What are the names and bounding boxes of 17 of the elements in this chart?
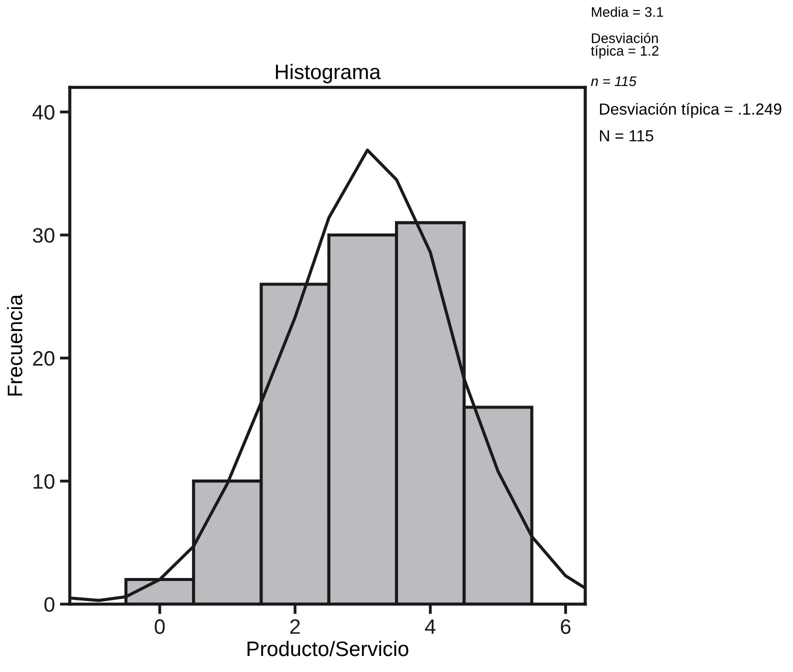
y-tick-label: 0 xyxy=(44,597,54,612)
x-tick-label: 4 xyxy=(425,619,436,634)
x-tick-label: 0 xyxy=(154,619,165,634)
text: n = 115 xyxy=(591,76,637,86)
y-tick-label: 10 xyxy=(34,474,54,489)
y-tick-label: 20 xyxy=(33,351,54,366)
y-tick-label: 40 xyxy=(32,104,54,120)
text: Media = 3.1 xyxy=(592,6,664,17)
x-tick-label: 6 xyxy=(560,619,570,634)
text: Desviación típica = .1.249 xyxy=(600,102,782,118)
text: N = 115 xyxy=(600,130,654,142)
chart-title: Histograma xyxy=(276,64,381,84)
x-tick-label: 2 xyxy=(290,619,300,634)
text: Desviación típica = 1.2 xyxy=(590,32,658,58)
x-axis-title: Producto/Servicio xyxy=(248,640,408,656)
y-tick-label: 30 xyxy=(32,228,54,243)
y-axis-title: Frecuencia xyxy=(7,294,22,396)
